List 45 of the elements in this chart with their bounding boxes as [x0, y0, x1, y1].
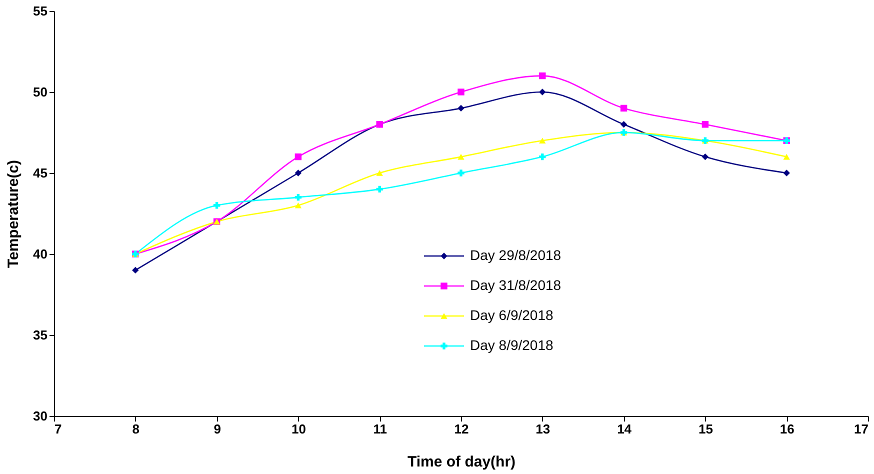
y-tick-label: 35: [33, 328, 48, 342]
legend-label: Day 31/8/2018: [470, 277, 562, 293]
x-tick-label: 10: [291, 422, 306, 436]
x-tick-label: 13: [536, 422, 550, 436]
point: [458, 104, 464, 112]
y-tick-label: 40: [33, 246, 48, 262]
point: [458, 88, 464, 96]
point: [783, 154, 790, 160]
point: [294, 202, 302, 208]
x-tick-label: 14: [617, 422, 632, 436]
point: [702, 121, 709, 128]
point: [539, 88, 546, 96]
point: [132, 266, 139, 274]
x-axis-title: Time of day(hr): [407, 454, 516, 470]
x-tick-label: 7: [54, 422, 62, 436]
y-tick-label: 30: [33, 408, 48, 424]
x-tick-label: 15: [698, 422, 713, 436]
point: [620, 121, 628, 128]
x-tick-label: 8: [132, 422, 140, 436]
x-tick-label: 11: [373, 422, 387, 436]
legend-label: Day 8/9/2018: [470, 337, 554, 353]
x-tick-label: 16: [780, 422, 794, 436]
y-tick-label: 45: [33, 166, 48, 180]
point: [539, 138, 546, 144]
legend-label: Day 29/8/2018: [470, 247, 562, 263]
point: [213, 202, 220, 209]
legend-label: Day 6/9/2018: [470, 307, 554, 323]
y-tick-label: 55: [33, 4, 48, 18]
point: [294, 194, 302, 201]
point: [458, 170, 464, 176]
point: [620, 104, 628, 112]
y-tick-label: 50: [33, 84, 48, 100]
point: [294, 170, 302, 176]
point: [539, 72, 546, 80]
point: [458, 154, 464, 160]
point: [376, 186, 383, 193]
y-axis-title: Temperature(c): [5, 160, 22, 268]
x-tick-label: 9: [214, 422, 221, 436]
point: [539, 153, 546, 160]
point: [702, 153, 709, 160]
point: [294, 153, 302, 160]
x-tick-label: 17: [854, 422, 868, 436]
point: [376, 170, 383, 176]
point: [783, 170, 790, 176]
x-tick-label: 12: [454, 422, 469, 436]
